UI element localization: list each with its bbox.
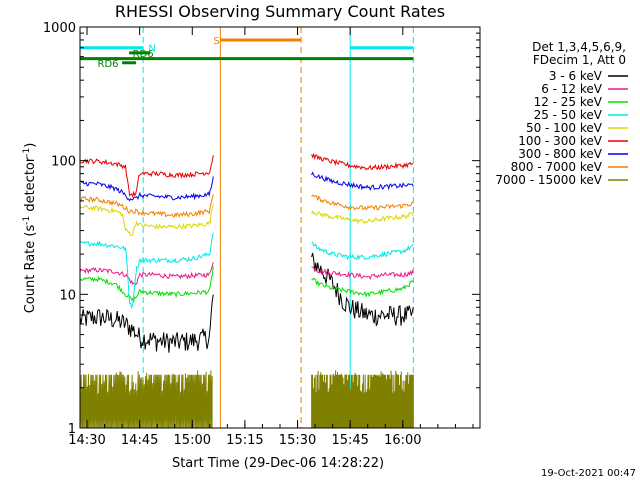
series-1-segment-0: [79, 262, 214, 286]
y-tick-label-0: 1: [68, 422, 76, 437]
x-axis-label: Start Time (29-Dec-06 14:28:22): [172, 456, 384, 471]
x-tick-label-0: 14:30: [68, 433, 105, 448]
state-bar-label-5: RD6: [133, 49, 154, 60]
x-tick-label-1: 14:45: [121, 433, 158, 448]
series-2-segment-1: [311, 277, 414, 298]
series-3-segment-0: [79, 232, 214, 310]
legend-entry-3: 25 - 50 keV: [534, 108, 603, 122]
x-tick-label-5: 15:45: [331, 433, 368, 448]
series-8-segment-1: [311, 370, 414, 429]
series-3-segment-1: [311, 241, 414, 261]
state-bar-label-0: N: [148, 44, 155, 55]
legend-header-0: Det 1,3,4,5,6,9,: [532, 40, 626, 54]
series-2-segment-0: [79, 266, 214, 304]
legend-entry-4: 50 - 100 keV: [526, 121, 603, 135]
series-5-segment-0: [80, 155, 214, 199]
legend-entry-2: 12 - 25 keV: [534, 95, 603, 109]
x-tick-label-3: 15:15: [226, 433, 263, 448]
y-tick-label-1: 10: [59, 288, 76, 303]
legend-entry-8: 7000 - 15000 keV: [495, 173, 602, 187]
series-8-segment-0: [79, 370, 213, 429]
state-bar-label-4: RD6: [98, 59, 119, 70]
y-tick-label-2: 100: [51, 155, 76, 170]
x-tick-label-4: 15:30: [279, 433, 316, 448]
series-6-segment-1: [311, 171, 414, 191]
series-6-segment-0: [79, 176, 214, 202]
x-tick-label-6: 16:00: [384, 433, 421, 448]
series-0-segment-0: [79, 294, 214, 353]
series-5-segment-1: [311, 152, 414, 171]
chart-title: RHESSI Observing Summary Count Rates: [115, 2, 445, 21]
series-7-segment-1: [311, 194, 414, 211]
plot-frame: [79, 26, 481, 429]
series-1-segment-1: [311, 266, 414, 281]
y-tick-label-3: 1000: [43, 21, 76, 36]
legend-entry-7: 800 - 7000 keV: [511, 160, 603, 174]
series-4-segment-0: [79, 203, 214, 237]
legend-entry-6: 300 - 800 keV: [518, 147, 602, 161]
legend: Det 1,3,4,5,6,9,FDecim 1, Att 0 3 - 6 keV…: [495, 40, 628, 187]
timestamp: 19-Oct-2021 00:47: [541, 468, 636, 479]
x-tick-label-2: 15:00: [174, 433, 211, 448]
legend-entry-5: 100 - 300 keV: [518, 134, 602, 148]
legend-entry-0: 3 - 6 keV: [549, 69, 603, 83]
series-7-segment-0: [79, 193, 214, 218]
y-axis-label: Count Rate (s-1 detector-1): [22, 143, 38, 314]
state-bar-label-2: S: [213, 36, 219, 47]
series-4-segment-1: [311, 210, 414, 225]
legend-entry-1: 6 - 12 keV: [541, 82, 603, 96]
legend-header-1: FDecim 1, Att 0: [533, 53, 626, 67]
